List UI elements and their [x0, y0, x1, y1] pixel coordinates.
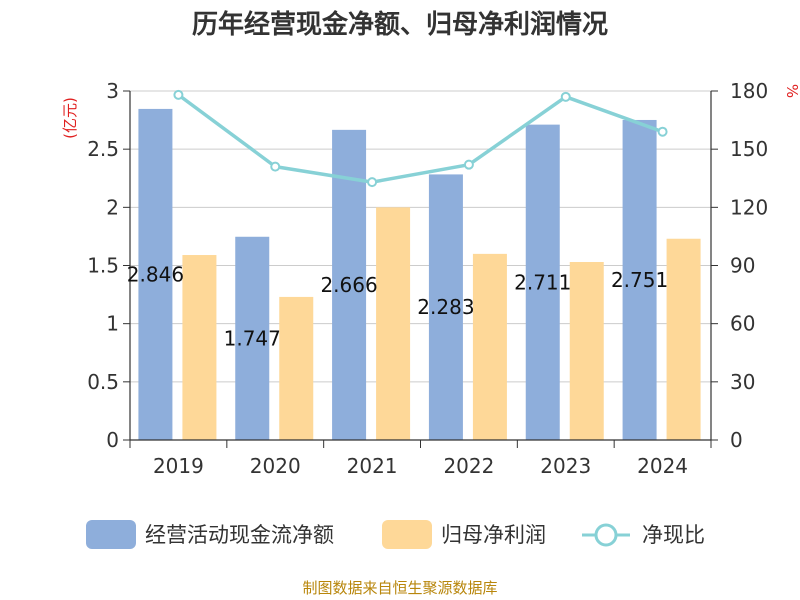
bar-net-profit: [472, 253, 507, 440]
legend-marker-ratio: [594, 523, 618, 547]
line-series: [173, 89, 668, 188]
y-left-tick-label: 1: [106, 312, 119, 336]
bar-net-profit: [279, 296, 314, 440]
y-right-tick-label: 150: [730, 137, 768, 161]
legend: 经营活动现金流净额 归母净利润 净现比: [86, 520, 705, 549]
legend-swatch-net-profit: [382, 520, 432, 549]
bar-net-profit: [376, 207, 411, 440]
y-left-tick-label: 2: [106, 195, 119, 219]
x-tick-label: 2023: [540, 454, 591, 478]
bar-net-profit: [666, 238, 701, 440]
x-tick-label: 2022: [443, 454, 494, 478]
legend-label-net-profit: 归母净利润: [441, 523, 546, 547]
bar-cash-flow: [622, 119, 657, 440]
data-label-cash-flow: 2.283: [417, 295, 474, 319]
gridlines: [130, 90, 711, 383]
bar-cash-flow: [138, 108, 173, 440]
ratio-point: [270, 161, 281, 172]
ratio-point: [173, 89, 184, 100]
y-left-tick-label: 0.5: [87, 370, 119, 394]
y-left-axis: 0 0.5 1 1.5 2 2.5 3: [87, 79, 130, 452]
bar-cash-flow: [235, 236, 270, 440]
data-label-cash-flow: 1.747: [224, 326, 281, 350]
source-note: 制图数据来自恒生聚源数据库: [302, 579, 497, 597]
y-right-tick-label: 30: [730, 370, 755, 394]
x-tick-label: 2020: [250, 454, 301, 478]
y-left-tick-label: 1.5: [87, 254, 119, 278]
x-axis: 2019 2020 2021 2022 2023 2024: [129, 440, 712, 478]
x-tick-label: 2024: [637, 454, 688, 478]
data-labels: 2.846 1.747 2.666 2.283 2.711 2.751: [127, 262, 668, 350]
y-right-tick-label: 60: [730, 312, 755, 336]
y-right-tick-label: 0: [730, 428, 743, 452]
x-tick-label: 2019: [153, 454, 204, 478]
ratio-point: [367, 177, 378, 188]
legend-label-cash-flow: 经营活动现金流净额: [145, 523, 334, 547]
bar-cash-flow: [525, 124, 560, 440]
ratio-point: [657, 126, 668, 137]
ratio-line: [177, 93, 664, 184]
bar-net-profit: [569, 262, 604, 440]
y-right-tick-label: 180: [730, 79, 768, 103]
ratio-point: [560, 91, 571, 102]
data-label-cash-flow: 2.711: [514, 270, 571, 294]
bar-net-profit: [182, 255, 217, 440]
legend-label-ratio: 净现比: [642, 523, 705, 547]
data-label-cash-flow: 2.666: [320, 273, 377, 297]
y-left-tick-label: 2.5: [87, 137, 119, 161]
y-left-tick-label: 3: [106, 79, 119, 103]
legend-swatch-cash-flow: [86, 520, 136, 549]
data-label-cash-flow: 2.846: [127, 262, 184, 286]
chart-title: 历年经营现金净额、归母净利润情况: [192, 9, 608, 40]
ratio-point: [463, 159, 474, 170]
y-right-tick-label: 120: [730, 195, 768, 219]
bar-cash-flow: [428, 174, 463, 440]
data-label-cash-flow: 2.751: [611, 268, 668, 292]
x-tick-label: 2021: [347, 454, 398, 478]
y-right-axis: 0 30 60 90 120 150 180: [711, 79, 768, 452]
bar-series: [138, 108, 701, 440]
y-right-tick-label: 90: [730, 254, 755, 278]
y-left-tick-label: 0: [106, 428, 119, 452]
y-left-unit: (亿元): [61, 97, 79, 139]
y-right-unit: %: [783, 84, 800, 98]
